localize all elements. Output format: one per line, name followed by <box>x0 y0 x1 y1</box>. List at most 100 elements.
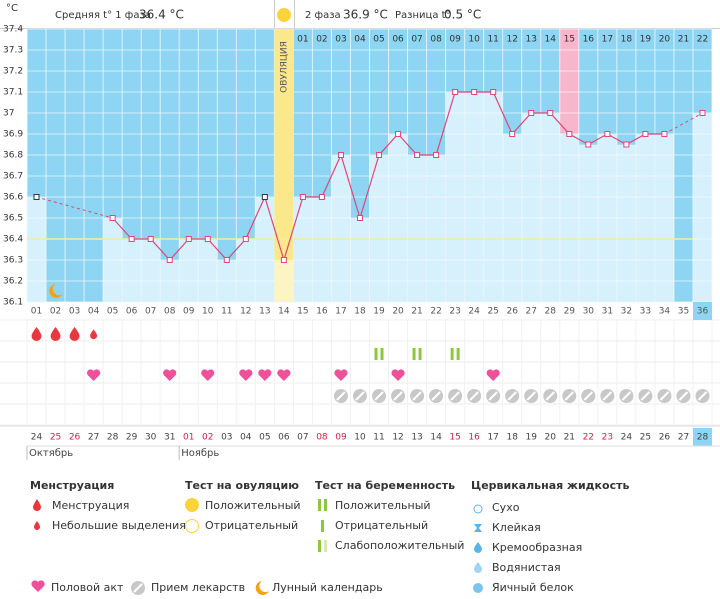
legend-item: Положительный <box>205 499 301 512</box>
legend-item: Отрицательный <box>335 519 428 532</box>
day-label: 15 <box>297 307 308 317</box>
y-tick-label: 36.9 <box>3 130 23 140</box>
day-label: 18 <box>354 307 366 317</box>
temperature-marker <box>280 257 287 263</box>
medication-slash <box>602 391 613 401</box>
day-label: 05 <box>107 307 118 317</box>
date-label: 27 <box>88 433 99 443</box>
medication-slash <box>488 391 498 401</box>
day-label: 22 <box>430 307 441 317</box>
y-tick-label: 37.3 <box>3 46 23 56</box>
y-tick-label: 36.7 <box>3 172 23 182</box>
heart-mark <box>334 369 348 381</box>
day-label: 31 <box>602 307 613 317</box>
date-label: 04 <box>240 433 252 443</box>
medication-slash <box>355 391 365 401</box>
heart-mark <box>391 369 405 381</box>
medication-slash <box>469 391 479 401</box>
date-label: 07 <box>297 433 308 443</box>
date-label: 25 <box>50 433 61 443</box>
date-label: 28 <box>107 433 119 443</box>
temperature-marker <box>528 110 535 116</box>
pregnancy-test-mark <box>380 348 384 360</box>
day-label: 19 <box>373 307 385 317</box>
date-label: 28 <box>697 433 709 443</box>
heart-mark <box>486 369 500 381</box>
date-label: 10 <box>354 433 366 443</box>
date-label: 26 <box>659 433 671 443</box>
legend-item: Положительный <box>335 499 431 512</box>
phase2-day-label: 22 <box>697 35 708 45</box>
day-label: 14 <box>278 307 290 317</box>
y-tick-label: 36.5 <box>3 214 23 224</box>
medication-slash <box>526 391 536 401</box>
day-label: 02 <box>50 307 61 317</box>
y-tick-label: 36.1 <box>3 298 23 308</box>
temperature-marker <box>33 194 40 200</box>
month-label: Ноябрь <box>181 448 219 459</box>
day-label: 04 <box>88 307 100 317</box>
phase2-day-label: 09 <box>449 35 461 45</box>
date-label: 15 <box>449 433 460 443</box>
temperature-marker <box>604 131 611 137</box>
y-tick-label: 36.4 <box>3 235 23 245</box>
phase2-day-label: 05 <box>373 35 384 45</box>
legend: Менструация Менструация Небольшие выделе… <box>30 479 629 595</box>
menstruation-mark <box>31 327 42 342</box>
unit: °C <box>6 3 18 14</box>
day-label: 17 <box>335 307 346 317</box>
date-label: 27 <box>678 433 689 443</box>
heart-mark <box>201 369 215 381</box>
temperature-bar <box>521 112 542 303</box>
legend-item: Кремообразная <box>492 541 582 554</box>
menstruation-mark <box>50 327 61 342</box>
menstruation-mark <box>69 327 80 342</box>
day-label: 24 <box>468 307 480 317</box>
day-label: 32 <box>621 307 632 317</box>
day-label: 26 <box>506 307 518 317</box>
y-tick-label: 37.4 <box>3 25 23 35</box>
date-label: 03 <box>221 433 232 443</box>
phase1-label: Средняя t° 1 фаза <box>55 10 151 21</box>
month-label: Октябрь <box>29 448 73 459</box>
temperature-marker <box>299 194 306 200</box>
temperature-marker <box>318 194 325 200</box>
temperature-marker <box>661 131 668 137</box>
temperature-marker <box>509 131 516 137</box>
y-tick-label: 36.2 <box>3 277 23 287</box>
y-tick-label: 36.6 <box>3 193 23 203</box>
day-label: 28 <box>545 307 557 317</box>
medication-slash <box>412 391 422 401</box>
temperature-bar <box>578 144 599 303</box>
temperature-marker <box>395 131 402 137</box>
legend-item: Небольшие выделения <box>52 519 186 532</box>
phase2-day-label: 17 <box>602 35 613 45</box>
pregnancy-test-mark <box>418 348 422 360</box>
phase2-day-label: 16 <box>583 35 595 45</box>
day-label: 12 <box>240 307 251 317</box>
temperature-marker <box>547 110 554 116</box>
phase2-day-label: 08 <box>430 35 442 45</box>
temperature-marker <box>414 152 421 158</box>
heart-mark <box>163 369 177 381</box>
day-label: 25 <box>487 307 498 317</box>
legend-item: Клейкая <box>492 521 541 534</box>
medication-slash <box>583 391 594 401</box>
day-label: 13 <box>259 307 270 317</box>
date-label: 18 <box>506 433 518 443</box>
day-label: 16 <box>316 307 328 317</box>
gap-connector <box>36 196 113 219</box>
temperature-marker <box>433 152 440 158</box>
date-label: 16 <box>468 433 480 443</box>
phase2-day-label: 18 <box>621 35 633 45</box>
day-label: 27 <box>526 307 537 317</box>
date-label: 17 <box>487 433 498 443</box>
temperature-marker <box>109 215 116 221</box>
date-label: 23 <box>602 433 613 443</box>
date-label: 29 <box>126 433 138 443</box>
pregnancy-test-mark <box>456 348 460 360</box>
day-label: 33 <box>640 307 651 317</box>
diff-label: Разница t° <box>395 10 451 21</box>
heart-mark <box>258 369 272 381</box>
medication-slash <box>678 391 689 401</box>
